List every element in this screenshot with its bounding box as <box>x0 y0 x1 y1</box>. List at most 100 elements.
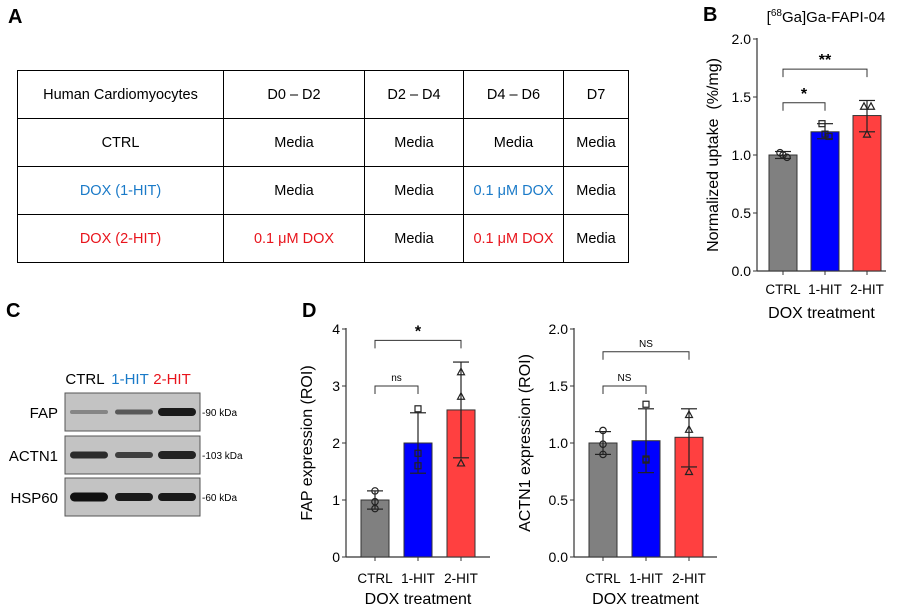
y-tick-label: 2.0 <box>732 31 752 47</box>
table-cell: Media <box>563 118 629 167</box>
bar <box>852 115 882 272</box>
y-tick-label: 3 <box>332 378 340 394</box>
table-cell: 0.1 μM DOX <box>463 166 564 215</box>
blot-band <box>115 409 153 415</box>
significance-label: NS <box>618 373 632 384</box>
treatment-schedule-table: Human Cardiomyocytes D0 – D2 D2 – D4 D4 … <box>17 70 629 263</box>
table-cell: Media <box>563 166 629 215</box>
bar <box>588 442 618 558</box>
data-point-circle <box>783 153 791 162</box>
blot-band <box>70 451 108 459</box>
chart-title: [68Ga]Ga-FAPI-04 <box>767 8 886 26</box>
protein-label: HSP60 <box>10 490 58 507</box>
panel-label-b: B <box>703 4 718 26</box>
table-row: DOX (2-HIT) 0.1 μM DOX Media 0.1 μM DOX Medi… <box>17 214 629 263</box>
data-point-circle <box>371 504 379 513</box>
data-point-circle <box>599 450 607 459</box>
y-tick-label: 2 <box>332 435 340 451</box>
y-tick-label: 1.0 <box>549 435 569 451</box>
bar <box>810 131 840 272</box>
chart-2: 0.0 0.5 1.0 1.5 2.0 CTRL 1-HIT 2-HIT NS NS DOX tre… <box>517 321 717 608</box>
data-point-circle <box>779 151 787 159</box>
x-tick-label: CTRL <box>585 571 621 586</box>
header-cell: D2 – D4 <box>364 70 464 119</box>
x-tick-label: 1-HIT <box>808 282 842 297</box>
x-tick-label: 2-HIT <box>444 571 478 586</box>
panel-label-a: A <box>8 6 23 28</box>
blot-band <box>158 408 196 416</box>
data-point-triangle <box>456 458 466 467</box>
title-superscript: 68 <box>771 8 783 19</box>
data-point-triangle <box>684 466 694 476</box>
y-tick-label: 2.0 <box>549 321 569 337</box>
data-point-square <box>642 400 650 408</box>
data-point-square <box>818 120 826 128</box>
table-cell: DOX (1-HIT) <box>17 166 224 215</box>
data-point-circle <box>371 487 379 495</box>
title-text: Ga]Ga-FAPI-04 <box>782 9 885 26</box>
table-header-row: Human Cardiomyocytes D0 – D2 D2 – D4 D4 … <box>17 70 629 119</box>
significance-label: * <box>415 323 422 340</box>
data-point-circle <box>599 440 607 448</box>
x-tick-label: 1-HIT <box>401 571 435 586</box>
data-point-triangle <box>456 366 466 376</box>
data-point-triangle <box>684 424 694 433</box>
y-axis-label: Normalized uptake (%/mg) <box>705 58 722 252</box>
y-tick-label: 0 <box>332 549 340 565</box>
table-cell: 0.1 μM DOX <box>463 214 564 263</box>
table-cell: DOX (2-HIT) <box>17 214 224 263</box>
significance-label: ns <box>391 373 402 384</box>
x-tick-label: CTRL <box>357 571 393 586</box>
y-tick-label: 1.0 <box>732 147 752 163</box>
y-axis-label: FAP expression (ROI) <box>299 365 316 520</box>
significance-bracket <box>602 351 690 360</box>
blot-band <box>115 493 153 501</box>
table-cell: Media <box>364 166 464 215</box>
significance-label: NS <box>639 339 653 350</box>
header-cell: D7 <box>563 70 629 119</box>
significance-bracket <box>782 68 868 78</box>
blot-band <box>70 492 108 502</box>
significance-bracket <box>782 102 826 111</box>
x-tick-label: 2-HIT <box>672 571 706 586</box>
significance-label: * <box>801 86 808 103</box>
significance-bracket <box>602 385 647 394</box>
data-point-triangle <box>862 129 872 138</box>
x-axis-label: DOX treatment <box>768 305 875 322</box>
lane-label: CTRL <box>65 371 104 388</box>
x-tick-label: 2-HIT <box>850 282 884 297</box>
data-point-square <box>414 449 422 457</box>
lane-label: 1-HIT <box>111 371 149 388</box>
data-point-square <box>414 405 422 413</box>
data-point-square <box>821 130 829 138</box>
header-cell: Human Cardiomyocytes <box>17 70 224 119</box>
blot-band <box>70 410 108 414</box>
data-point-circle <box>599 426 607 435</box>
data-point-triangle <box>859 101 869 110</box>
x-axis-label: DOX treatment <box>365 591 472 608</box>
y-tick-label: 0.5 <box>549 492 569 508</box>
data-point-square <box>642 456 650 464</box>
data-point-triangle <box>456 391 466 400</box>
y-tick-label: 1 <box>332 492 340 508</box>
table-cell: Media <box>463 118 564 167</box>
significance-label: ** <box>819 52 832 69</box>
x-tick-label: 1-HIT <box>629 571 663 586</box>
blot-band <box>158 451 196 459</box>
kda-marker: -90 kDa <box>202 408 237 419</box>
kda-marker: -103 kDa <box>202 451 243 462</box>
table-cell: Media <box>364 214 464 263</box>
y-tick-label: 1.5 <box>732 89 752 105</box>
protein-label: ACTN1 <box>9 448 58 465</box>
data-point-square <box>414 462 422 470</box>
x-tick-label: CTRL <box>765 282 801 297</box>
y-axis-label: ACTN1 expression (ROI) <box>517 354 534 532</box>
header-cell: D4 – D6 <box>463 70 564 119</box>
chart-1: 0 1 2 3 4 CTRL 1-HIT 2-HIT ns * DOX treatment FAP e… <box>299 321 490 608</box>
y-tick-label: 1.5 <box>549 378 569 394</box>
table-row: DOX (1-HIT) Media Media 0.1 μM DOX Media <box>17 166 629 215</box>
x-axis-label: DOX treatment <box>592 591 699 608</box>
table-cell: Media <box>563 214 629 263</box>
